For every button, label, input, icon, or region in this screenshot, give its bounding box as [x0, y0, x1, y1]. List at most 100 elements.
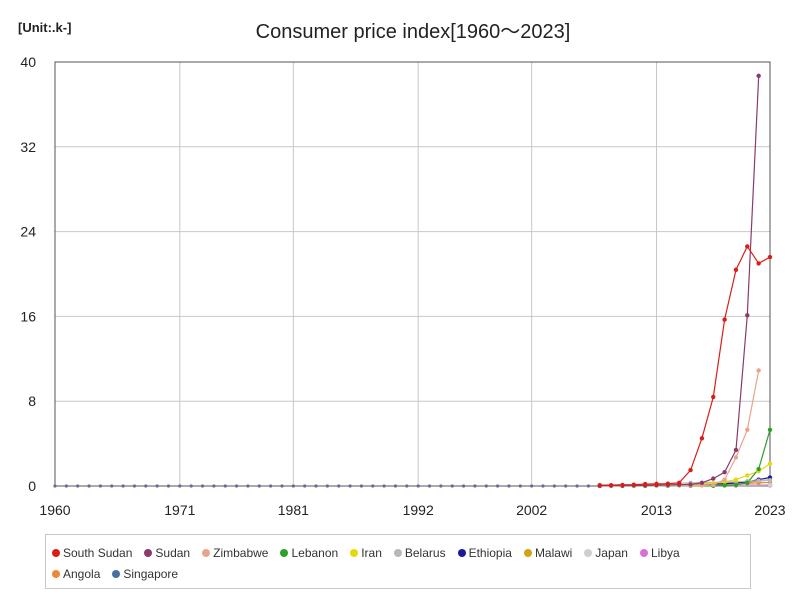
baseline-point: [98, 484, 102, 488]
data-point: [767, 477, 773, 483]
data-point: [722, 317, 727, 322]
data-point: [722, 470, 727, 475]
baseline-point: [155, 484, 159, 488]
data-point: [631, 482, 637, 487]
legend-swatch: [350, 548, 359, 557]
data-point: [688, 467, 693, 473]
baseline-point: [541, 484, 545, 488]
chart-title: Consumer price index[1960～2023]: [255, 21, 571, 43]
x-tick-label: 2023: [754, 502, 785, 518]
data-point: [620, 482, 625, 488]
x-tick-label: 1971: [164, 502, 195, 518]
baseline-point: [132, 484, 137, 488]
y-tick-label: 16: [20, 308, 36, 324]
legend-label: Malawi: [534, 545, 573, 560]
baseline-point: [416, 484, 420, 488]
legend-item: South Sudan: [52, 542, 132, 563]
baseline-point: [223, 484, 227, 488]
data-point: [733, 447, 739, 453]
data-point: [756, 261, 761, 266]
legend-label: Ethiopia: [468, 545, 512, 560]
baseline-point: [564, 484, 568, 488]
baseline-point: [405, 484, 409, 488]
data-point: [745, 473, 750, 478]
baseline-point: [518, 484, 522, 488]
data-point: [699, 436, 705, 441]
legend-swatch: [112, 569, 121, 578]
baseline-point: [473, 484, 477, 488]
baseline-point: [87, 484, 91, 488]
baseline-point: [382, 484, 386, 488]
baseline-point: [507, 484, 511, 488]
data-point: [745, 480, 750, 486]
baseline-point: [586, 484, 591, 488]
baseline-point: [291, 484, 295, 488]
baseline-point: [359, 484, 364, 488]
legend-item: Zimbabwe: [202, 542, 268, 563]
data-point: [756, 478, 761, 483]
baseline-point: [314, 484, 318, 488]
legend-item: Libya: [639, 542, 680, 563]
data-point: [608, 482, 614, 488]
data-point: [745, 244, 750, 249]
legend-swatch: [52, 569, 60, 578]
data-point: [756, 73, 761, 78]
legend-label: Zimbabwe: [213, 545, 269, 560]
legend-swatch: [393, 548, 402, 557]
baseline-point: [246, 484, 250, 488]
y-tick-label: 40: [20, 54, 36, 70]
data-point: [756, 368, 761, 373]
x-tick-label: 2013: [641, 502, 672, 518]
baseline-point: [461, 484, 466, 488]
baseline-point: [427, 484, 432, 488]
legend-label: Angola: [63, 566, 101, 581]
baseline-point: [76, 484, 80, 488]
baseline-point: [348, 484, 352, 488]
data-point: [665, 481, 671, 486]
legend-label: Singapore: [123, 566, 179, 581]
baseline-point: [530, 484, 534, 488]
legend-swatch: [144, 548, 153, 557]
baseline-point: [450, 484, 454, 488]
data-point: [642, 481, 648, 487]
baseline-point: [212, 484, 216, 488]
data-point: [767, 461, 773, 466]
baseline-point: [166, 484, 171, 488]
x-tick-label: 1960: [39, 502, 70, 518]
series-line: [599, 75, 760, 487]
legend-swatch: [280, 548, 289, 557]
legend-label: South Sudan: [63, 545, 133, 560]
plot-frame: [54, 61, 771, 487]
data-point: [733, 455, 739, 460]
x-tick-label: 1992: [403, 502, 434, 518]
baseline-point: [257, 484, 261, 488]
baseline-point: [325, 484, 329, 488]
legend-swatch: [457, 548, 466, 557]
data-point: [699, 480, 705, 486]
data-point: [722, 483, 727, 488]
baseline-point: [53, 484, 57, 488]
x-tick-label: 1981: [278, 502, 309, 518]
series-lines: [599, 75, 771, 487]
baseline-point: [552, 484, 556, 488]
legend-label: Japan: [595, 545, 628, 560]
baseline-point: [234, 484, 239, 488]
legend-item: Japan: [584, 542, 628, 563]
grid-lines: [54, 61, 771, 487]
baseline-point: [337, 484, 341, 488]
baseline-point: [269, 484, 273, 488]
unit-label: [Unit:.k-]: [18, 20, 72, 35]
legend: South Sudan Sudan Zimbabwe Lebanon Iran Belar…: [45, 534, 751, 589]
legend-label: Iran: [361, 545, 382, 560]
legend-item: Sudan: [144, 542, 190, 563]
data-point: [733, 482, 739, 488]
x-tick-label: 2002: [516, 502, 547, 518]
legend-item: Singapore: [112, 563, 178, 584]
data-point: [733, 267, 739, 272]
legend-label: Libya: [650, 545, 680, 560]
data-point: [767, 482, 773, 488]
series-points: [53, 73, 773, 489]
legend-item: Angola: [52, 563, 100, 584]
legend-item: Belarus: [393, 542, 446, 563]
data-point: [733, 477, 739, 482]
